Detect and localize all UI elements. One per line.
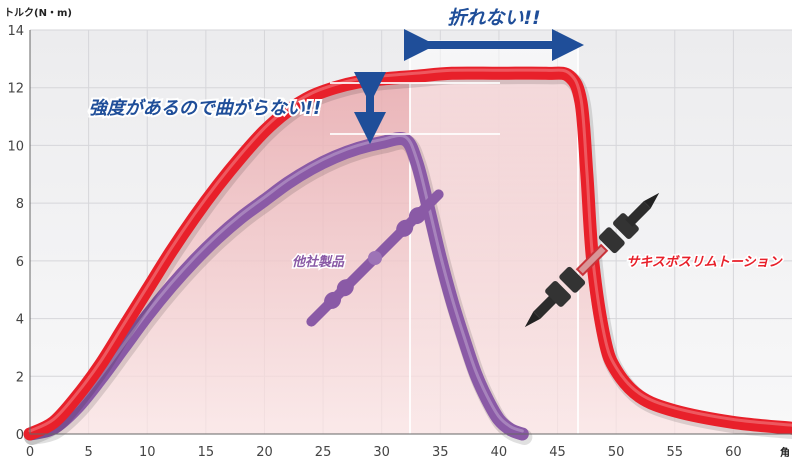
x-tick-label: 20 bbox=[256, 445, 273, 460]
x-axis-title: 角 bbox=[780, 446, 790, 459]
x-tick-label: 25 bbox=[315, 445, 332, 460]
x-tick-label: 40 bbox=[491, 445, 508, 460]
y-tick-label: 6 bbox=[16, 255, 24, 270]
y-tick-label: 4 bbox=[16, 313, 24, 328]
label-sakisu: サキスボスリムトーション bbox=[626, 255, 782, 270]
competitor-bit-illustration bbox=[306, 189, 444, 327]
x-tick-label: 45 bbox=[549, 445, 566, 460]
series-line-competitor-highlight bbox=[28, 133, 524, 433]
x-tick-label: 30 bbox=[373, 445, 390, 460]
annotation-does-not-bend: 強度があるので曲がらない!! bbox=[89, 98, 321, 119]
label-competitor: 他社製品 bbox=[292, 254, 345, 270]
y-axis-title: トルク(N・m) bbox=[4, 7, 72, 19]
x-tick-label: 10 bbox=[139, 445, 156, 460]
axes: 0 5 10 15 20 25 30 35 40 45 50 55 60 0 2 4 6 8 10 12 14 bbox=[7, 24, 792, 460]
x-tick-label: 5 bbox=[84, 445, 92, 460]
x-tick-label: 50 bbox=[608, 445, 625, 460]
annotation-unbreakable: 折れない!! bbox=[447, 7, 540, 29]
y-tick-label: 8 bbox=[16, 197, 24, 212]
series-line-competitor bbox=[23, 132, 529, 441]
x-tick-label: 15 bbox=[198, 445, 215, 460]
x-tick-label: 55 bbox=[666, 445, 683, 460]
x-tick-label: 0 bbox=[26, 445, 34, 460]
y-tick-label: 12 bbox=[7, 82, 24, 97]
y-tick-label: 2 bbox=[16, 370, 24, 385]
y-tick-label: 0 bbox=[16, 428, 24, 443]
y-tick-label: 14 bbox=[7, 24, 24, 39]
sakisu-bit-illustration bbox=[524, 192, 660, 328]
x-tick-label: 35 bbox=[432, 445, 449, 460]
y-tick-label: 10 bbox=[7, 139, 24, 154]
x-tick-label: 60 bbox=[725, 445, 742, 460]
